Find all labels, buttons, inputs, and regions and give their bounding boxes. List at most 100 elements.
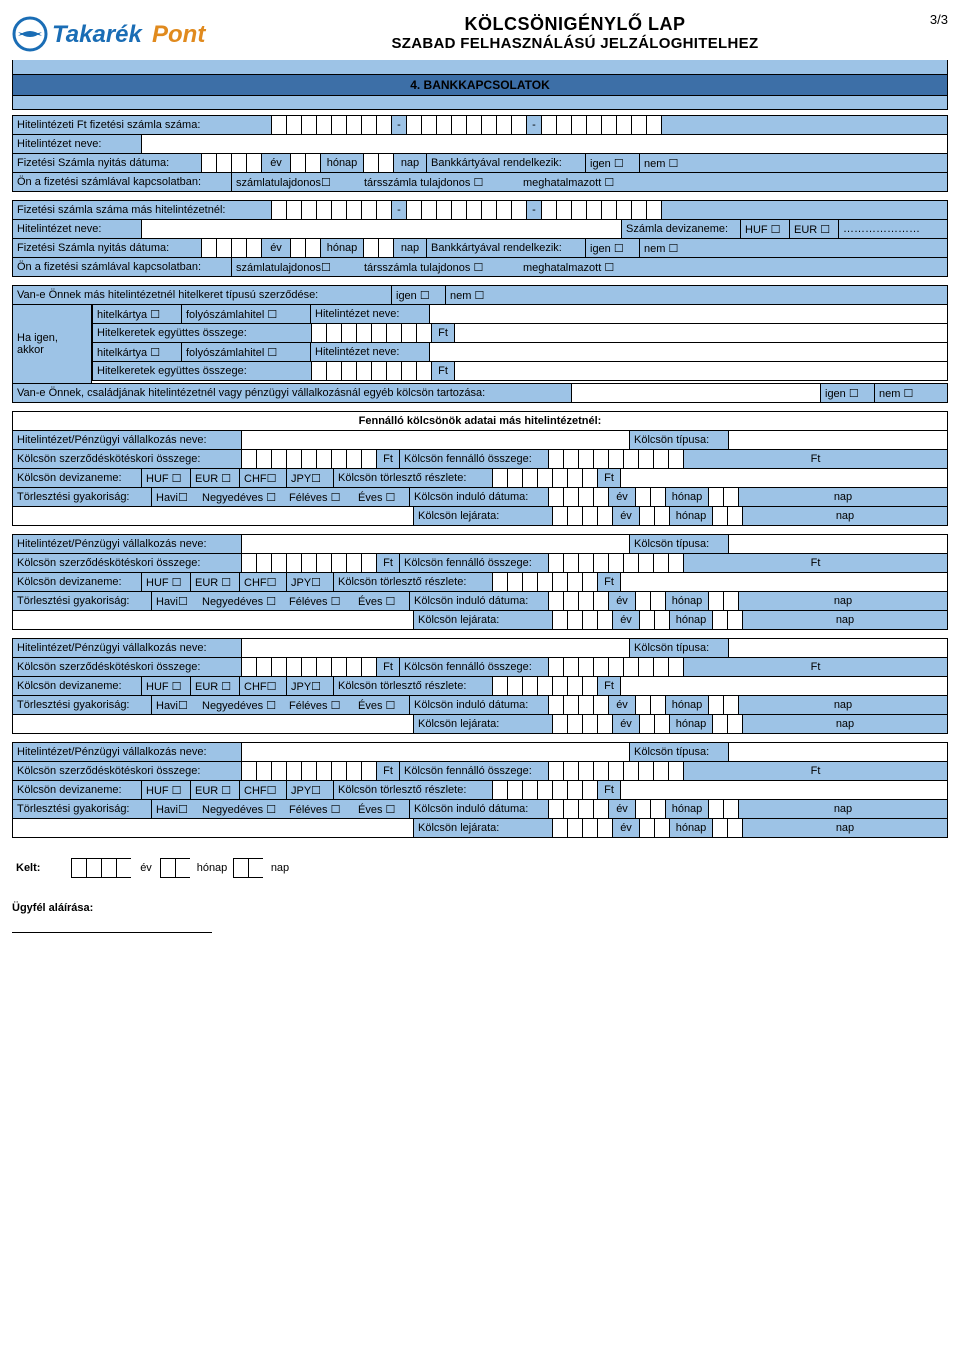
opt-huf[interactable]: HUF ☐ <box>141 468 191 488</box>
opt-chf[interactable]: CHF☐ <box>239 572 287 592</box>
label-end: Kölcsön lejárata: <box>413 610 553 630</box>
label-freq: Törlesztési gyakoriság: <box>12 591 152 611</box>
dash: - <box>526 115 542 135</box>
checkbox-yes[interactable]: igen ☐ <box>585 153 640 173</box>
opt-monthly[interactable]: Havi☐ <box>151 487 199 507</box>
label-start: Kölcsön induló dátuma: <box>409 799 549 819</box>
label-has-frame: Van-e Önnek más hitelintézetnél hitelker… <box>12 285 392 305</box>
opt-coowner[interactable]: társszámla tulajdonos ☐ <box>360 172 520 192</box>
label-freq: Törlesztési gyakoriság: <box>12 695 152 715</box>
opt-semi[interactable]: Féléves ☐ <box>285 799 355 819</box>
label-loan-type: Kölcsön típusa: <box>629 638 729 658</box>
dash: - <box>391 115 407 135</box>
own-account-block: Hitelintézeti Ft fizetési számla száma: … <box>12 116 948 192</box>
opt-eur[interactable]: EUR ☐ <box>190 780 240 800</box>
opt-quarterly[interactable]: Negyedéves ☐ <box>198 591 286 611</box>
opt-jpy[interactable]: JPY☐ <box>286 572 334 592</box>
label-inst-name: Hitelintézet/Pénzügyi vállalkozás neve: <box>12 742 242 762</box>
opt-monthly[interactable]: Havi☐ <box>151 591 199 611</box>
existing-loans-header: Fennálló kölcsönök adatai más hitelintéz… <box>12 412 948 431</box>
opt-other-curr[interactable]: ………………… <box>838 219 948 239</box>
label-loan-type: Kölcsön típusa: <box>629 430 729 450</box>
loan-block: Hitelintézet/Pénzügyi vállalkozás neve: … <box>12 431 948 526</box>
opt-chf[interactable]: CHF☐ <box>239 468 287 488</box>
opt-quarterly[interactable]: Negyedéves ☐ <box>198 799 286 819</box>
title-sub: SZABAD FELHASZNÁLÁSÚ JELZÁLOGHITELHEZ <box>220 35 930 52</box>
label-open-date: Fizetési Számla nyitás dátuma: <box>12 153 202 173</box>
opt-jpy[interactable]: JPY☐ <box>286 780 334 800</box>
label-own-acct: Hitelintézeti Ft fizetési számla száma: <box>12 115 272 135</box>
opt-eur[interactable]: EUR ☐ <box>789 219 839 239</box>
opt-monthly[interactable]: Havi☐ <box>151 695 199 715</box>
page-header: Takarék Pont KÖLCSÖNIGÉNYLŐ LAP SZABAD F… <box>12 12 948 56</box>
checkbox-no[interactable]: nem ☐ <box>639 153 948 173</box>
opt-chf[interactable]: CHF☐ <box>239 780 287 800</box>
label-loan-curr: Kölcsön devizaneme: <box>12 572 142 592</box>
opt-yearly[interactable]: Éves ☐ <box>354 695 410 715</box>
label-end: Kölcsön lejárata: <box>413 506 553 526</box>
opt-eur[interactable]: EUR ☐ <box>190 468 240 488</box>
label-relation: Ön a fizetési számlával kapcsolatban: <box>12 172 232 192</box>
opt-yearly[interactable]: Éves ☐ <box>354 487 410 507</box>
brand-logo: Takarék Pont <box>12 12 212 56</box>
input-inst-name[interactable] <box>241 742 630 762</box>
input-loan-type[interactable] <box>728 742 948 762</box>
opt-semi[interactable]: Féléves ☐ <box>285 487 355 507</box>
opt-yearly[interactable]: Éves ☐ <box>354 799 410 819</box>
label-currency: Számla devizaneme: <box>621 219 741 239</box>
label-has-card: Bankkártyával rendelkezik: <box>426 153 586 173</box>
section-4-header: 4. BANKKAPCSOLATOK <box>12 74 948 96</box>
svg-text:Takarék: Takarék <box>52 21 144 48</box>
opt-eur[interactable]: EUR ☐ <box>190 676 240 696</box>
opt-huf[interactable]: HUF ☐ <box>141 780 191 800</box>
input-inst-name[interactable] <box>241 638 630 658</box>
input-loan-type[interactable] <box>728 534 948 554</box>
label-freq: Törlesztési gyakoriság: <box>12 487 152 507</box>
opt-huf[interactable]: HUF ☐ <box>740 219 790 239</box>
input-inst-name[interactable] <box>241 534 630 554</box>
label-end: Kölcsön lejárata: <box>413 714 553 734</box>
opt-semi[interactable]: Féléves ☐ <box>285 695 355 715</box>
label-installment: Kölcsön törlesztő részlete: <box>333 676 493 696</box>
label-inst-name: Hitelintézet/Pénzügyi vállalkozás neve: <box>12 638 242 658</box>
signature-line <box>12 932 212 933</box>
opt-owner[interactable]: számlatulajdonos☐ <box>231 172 361 192</box>
opt-yearly[interactable]: Éves ☐ <box>354 591 410 611</box>
label-outstanding: Kölcsön fennálló összege: <box>399 449 549 469</box>
label-installment: Kölcsön törlesztő részlete: <box>333 572 493 592</box>
label-other-loan: Van-e Önnek, családjának hitelintézetnél… <box>12 383 572 403</box>
label-contract-amt: Kölcsön szerződéskötéskori összege: <box>12 657 242 677</box>
label-contract-amt: Kölcsön szerződéskötéskori összege: <box>12 449 242 469</box>
label-start: Kölcsön induló dátuma: <box>409 695 549 715</box>
label-signature: Ügyfél aláírása: <box>12 902 948 914</box>
input-bank-name[interactable] <box>141 134 948 154</box>
input-loan-type[interactable] <box>728 430 948 450</box>
input-loan-type[interactable] <box>728 638 948 658</box>
label-frame-sum: Hitelkeretek együttes összege: <box>92 323 312 343</box>
label-end: Kölcsön lejárata: <box>413 818 553 838</box>
label-outstanding: Kölcsön fennálló összege: <box>399 761 549 781</box>
label-outstanding: Kölcsön fennálló összege: <box>399 657 549 677</box>
opt-huf[interactable]: HUF ☐ <box>141 572 191 592</box>
loan-block: Hitelintézet/Pénzügyi vállalkozás neve: … <box>12 639 948 734</box>
label-inst-name: Hitelintézet/Pénzügyi vállalkozás neve: <box>12 534 242 554</box>
opt-monthly[interactable]: Havi☐ <box>151 799 199 819</box>
other-account-block: Fizetési számla száma más hitelintézetné… <box>12 201 948 277</box>
opt-eur[interactable]: EUR ☐ <box>190 572 240 592</box>
label-bank-name: Hitelintézet neve: <box>12 134 142 154</box>
opt-semi[interactable]: Féléves ☐ <box>285 591 355 611</box>
opt-quarterly[interactable]: Negyedéves ☐ <box>198 695 286 715</box>
loan-block: Hitelintézet/Pénzügyi vállalkozás neve: … <box>12 535 948 630</box>
page-number: 3/3 <box>930 12 948 27</box>
opt-chf[interactable]: CHF☐ <box>239 676 287 696</box>
opt-jpy[interactable]: JPY☐ <box>286 676 334 696</box>
input-inst-name[interactable] <box>241 430 630 450</box>
opt-huf[interactable]: HUF ☐ <box>141 676 191 696</box>
opt-jpy[interactable]: JPY☐ <box>286 468 334 488</box>
label-ha-igen: Ha igen, akkor <box>12 304 92 384</box>
label-contract-amt: Kölcsön szerződéskötéskori összege: <box>12 761 242 781</box>
opt-auth[interactable]: meghatalmazott ☐ <box>519 172 948 192</box>
loan-block: Hitelintézet/Pénzügyi vállalkozás neve: … <box>12 743 948 838</box>
label-kelt: Kelt: <box>12 858 72 878</box>
opt-quarterly[interactable]: Negyedéves ☐ <box>198 487 286 507</box>
